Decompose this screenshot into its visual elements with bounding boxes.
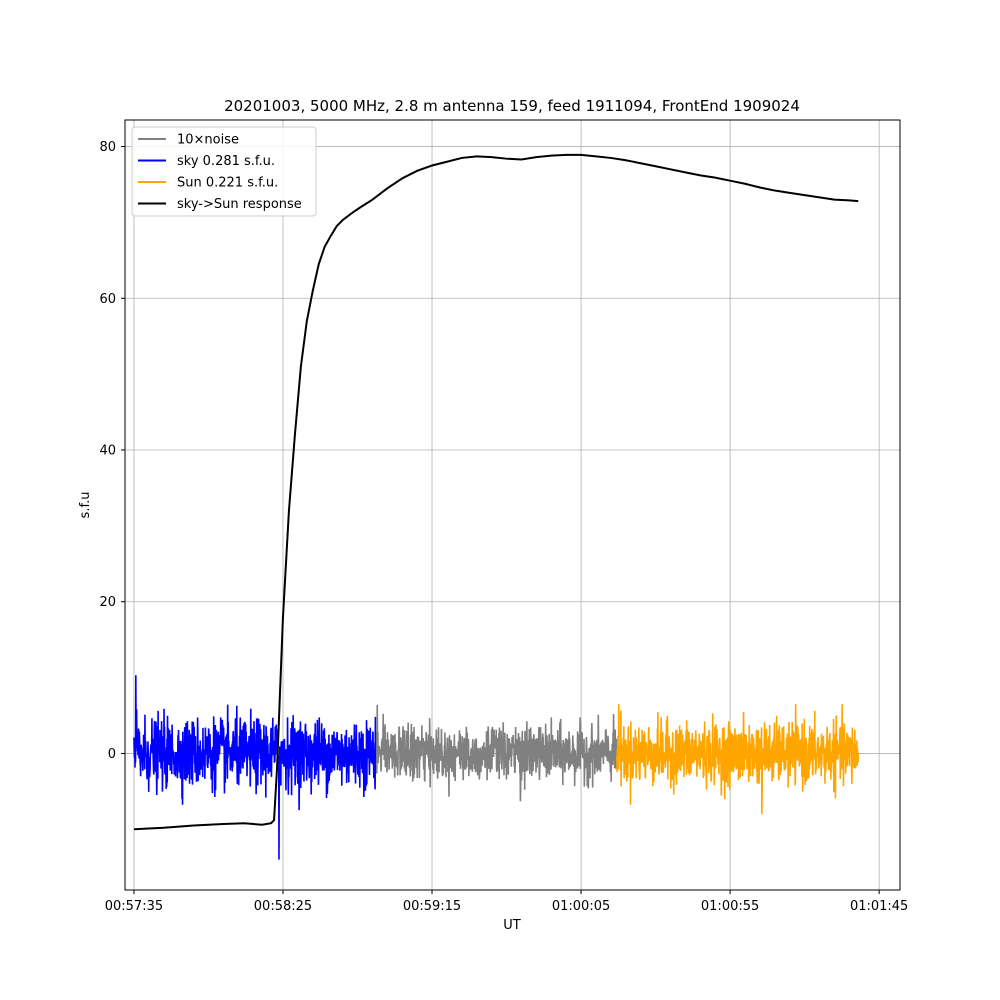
y-tick-label: 0 xyxy=(108,747,116,762)
series-line-1 xyxy=(133,675,377,860)
legend-label-1: sky 0.281 s.f.u. xyxy=(177,154,275,169)
x-tick-label: 01:01:45 xyxy=(850,899,908,914)
y-axis-label: s.f.u xyxy=(78,492,93,519)
x-tick-label: 00:57:35 xyxy=(105,899,163,914)
x-tick-label: 01:00:55 xyxy=(701,899,759,914)
series-line-0 xyxy=(374,704,618,802)
y-tick-label: 20 xyxy=(99,595,116,610)
legend-label-0: 10×noise xyxy=(177,133,239,148)
legend-label-2: Sun 0.221 s.f.u. xyxy=(177,176,278,191)
legend: 10×noise sky 0.281 s.f.u. Sun 0.221 s.f.u.… xyxy=(131,126,317,217)
x-tick-label: 00:59:15 xyxy=(403,899,461,914)
chart-title: 20201003, 5000 MHz, 2.8 m antenna 159, f… xyxy=(224,97,800,115)
y-tick-label: 80 xyxy=(99,140,116,155)
y-tick-label: 60 xyxy=(99,292,116,307)
y-tick-label: 40 xyxy=(99,444,116,459)
series-line-2 xyxy=(616,704,860,815)
x-axis: 00:57:35 00:58:25 00:59:15 01:00:05 01:00:55… xyxy=(105,890,908,914)
legend-box xyxy=(131,126,317,217)
series-layer xyxy=(133,153,860,860)
grid xyxy=(125,120,900,890)
plot-frame xyxy=(124,119,901,891)
x-tick-label: 01:00:05 xyxy=(552,899,610,914)
y-axis: 0 20 40 60 80 xyxy=(99,140,125,762)
x-tick-label: 00:58:25 xyxy=(254,899,312,914)
x-axis-label: UT xyxy=(503,918,521,933)
legend-label-3: sky->Sun response xyxy=(177,197,302,212)
series-line-3 xyxy=(133,153,859,831)
